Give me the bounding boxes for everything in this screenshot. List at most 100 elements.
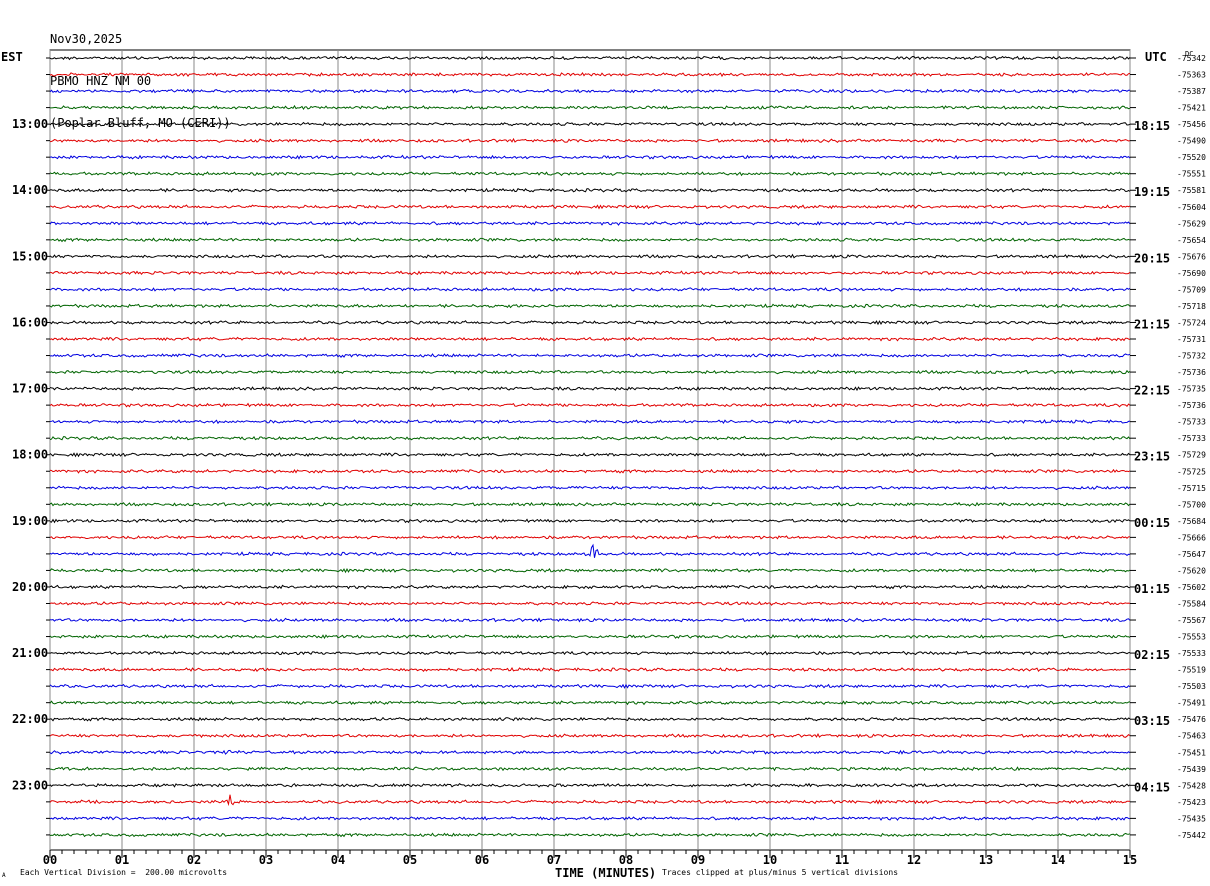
trace-line — [49, 816, 1131, 821]
dc-offset-label: -75732 — [1177, 352, 1206, 361]
dc-offset-label: -75503 — [1177, 682, 1206, 691]
trace-line — [49, 733, 1131, 739]
trace-line — [49, 766, 1131, 772]
right-timezone-label: UTC — [1145, 50, 1167, 64]
left-hour-label: 16:00 — [12, 315, 48, 329]
dc-offset-label: -75736 — [1177, 368, 1206, 377]
dc-offset-label: -75718 — [1177, 302, 1206, 311]
trace-line — [49, 782, 1131, 788]
dc-offset-label: -75520 — [1177, 153, 1206, 162]
left-hour-label: 15:00 — [12, 249, 48, 263]
dc-offset-label: -75690 — [1177, 269, 1206, 278]
dc-offset-label: -75533 — [1177, 649, 1206, 658]
dc-offset-label: -75435 — [1177, 814, 1206, 823]
x-tick-label: 00 — [43, 853, 57, 867]
dc-offset-label: -75709 — [1177, 285, 1206, 294]
trace-group — [49, 55, 1131, 838]
trace-line — [49, 716, 1131, 722]
trace-line — [49, 543, 1131, 558]
trace-line — [49, 187, 1131, 193]
trace-line — [49, 270, 1131, 276]
dc-offset-label: -75602 — [1177, 583, 1206, 592]
left-hour-label: 14:00 — [12, 183, 48, 197]
scale-note: Each Vertical Division = 200.00 microvol… — [20, 868, 228, 877]
trace-line — [49, 794, 1131, 807]
x-tick-label: 07 — [547, 853, 561, 867]
x-tick-label: 01 — [115, 853, 129, 867]
right-hour-label: 02:15 — [1134, 648, 1170, 662]
dc-offset-label: -75647 — [1177, 550, 1206, 559]
trace-line — [49, 832, 1131, 838]
trace-line — [49, 204, 1131, 210]
dc-offset-label: -75676 — [1177, 252, 1206, 261]
corner-mark: A — [2, 872, 6, 879]
x-tick-label: 10 — [763, 853, 777, 867]
dc-offset-label: -75421 — [1177, 104, 1206, 113]
left-hour-label: 20:00 — [12, 580, 48, 594]
x-axis-title: TIME (MINUTES) — [555, 866, 657, 880]
x-tick-label: 15 — [1123, 853, 1137, 867]
trace-line — [49, 369, 1131, 375]
trace-line — [49, 518, 1131, 524]
dc-offset-label: -75620 — [1177, 566, 1206, 575]
trace-line — [49, 435, 1131, 441]
trace-line — [49, 121, 1131, 127]
dc-offset-label: -75666 — [1177, 533, 1206, 542]
axis-labels: 00 01 02 03 04 05 06 07 08 09 10 11 12 13 14 15 -75342 -7… — [12, 50, 1206, 867]
trace-line — [49, 452, 1131, 458]
dc-offset-label: -75490 — [1177, 137, 1206, 146]
right-hour-label: 00:15 — [1134, 516, 1170, 530]
x-tick-label: 02 — [187, 853, 201, 867]
dc-offset-label: -75567 — [1177, 616, 1206, 625]
trace-line — [49, 55, 1131, 61]
left-hour-label: 19:00 — [12, 514, 48, 528]
left-timezone-label: EST — [1, 50, 23, 64]
dc-offset-label: -75442 — [1177, 831, 1206, 840]
date-label: Nov30,2025 — [50, 32, 123, 46]
trace-line — [49, 468, 1131, 474]
trace-line — [49, 386, 1131, 392]
trace-line — [50, 104, 1131, 111]
x-tick-label: 06 — [475, 853, 489, 867]
x-tick-label: 13 — [979, 853, 993, 867]
dc-offset-label: -75735 — [1177, 385, 1206, 394]
dc-offset-label: -75584 — [1177, 599, 1206, 608]
trace-line — [49, 71, 1131, 78]
dc-offset-label: -75387 — [1177, 87, 1206, 96]
right-hour-label: 01:15 — [1134, 582, 1170, 596]
trace-line — [49, 617, 1131, 623]
trace-line — [49, 568, 1131, 574]
dc-offset-label: -75736 — [1177, 401, 1206, 410]
dc-offset-label: -75729 — [1177, 451, 1206, 460]
x-tick-label: 12 — [907, 853, 921, 867]
trace-line — [49, 336, 1131, 342]
dc-offset-label: -75724 — [1177, 318, 1206, 327]
dc-offset-label: -75733 — [1177, 434, 1206, 443]
dc-offset-label: -75476 — [1177, 715, 1206, 724]
trace-line — [49, 419, 1131, 425]
right-hour-label: 20:15 — [1134, 251, 1170, 265]
trace-line — [49, 584, 1131, 590]
right-hour-label: 23:15 — [1134, 450, 1170, 464]
left-hour-label: 23:00 — [12, 778, 48, 792]
right-hour-label: 18:15 — [1134, 119, 1170, 133]
trace-line — [49, 749, 1131, 755]
trace-line — [49, 601, 1131, 606]
trace-line — [49, 253, 1131, 259]
trace-line — [49, 154, 1131, 160]
right-hour-label: 21:15 — [1134, 317, 1170, 331]
left-hour-label: 18:00 — [12, 448, 48, 462]
trace-line — [49, 683, 1131, 689]
x-tick-label: 11 — [835, 853, 849, 867]
right-hour-label: 03:15 — [1134, 714, 1170, 728]
dc-offset-label: -75451 — [1177, 748, 1206, 757]
clip-note: Traces clipped at plus/minus 5 vertical … — [662, 868, 899, 877]
right-hour-label: 04:15 — [1134, 780, 1170, 794]
dc-offset-label: -75733 — [1177, 418, 1206, 427]
trace-line — [49, 634, 1131, 640]
dc-offset-label: -75684 — [1177, 517, 1206, 526]
dc-offset-label: -75491 — [1177, 699, 1206, 708]
trace-line — [49, 534, 1130, 540]
left-hour-label: 21:00 — [12, 646, 48, 660]
